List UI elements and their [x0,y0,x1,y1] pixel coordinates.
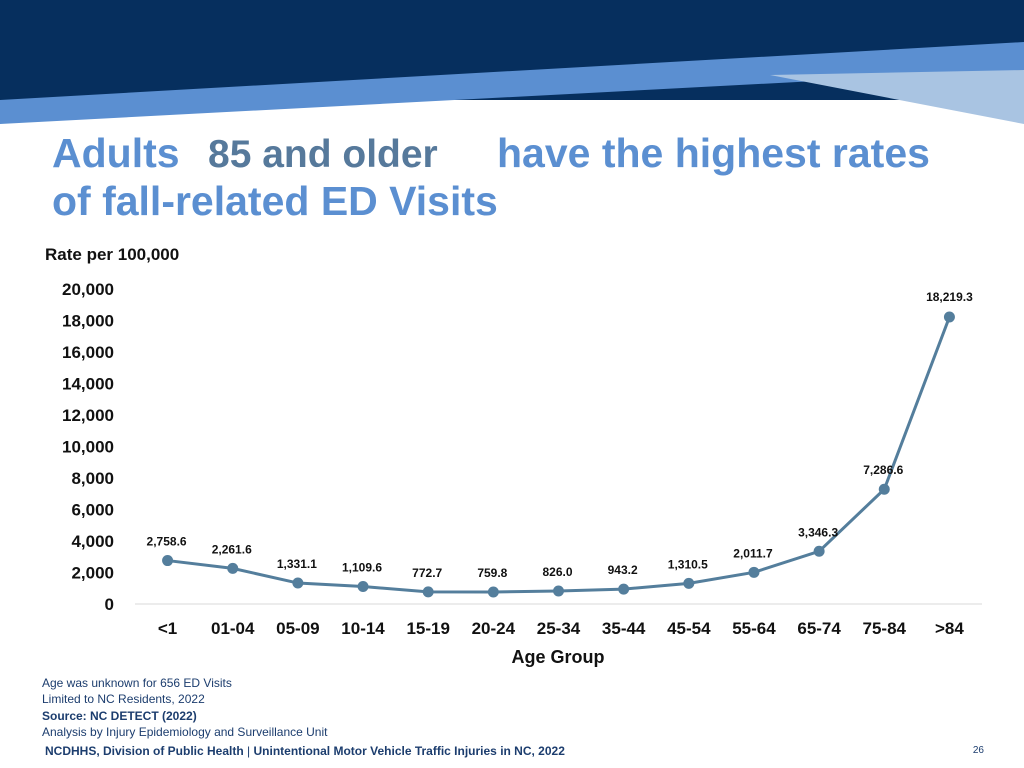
data-label: 18,219.3 [926,290,973,304]
data-point [553,585,564,597]
data-point [813,545,825,557]
data-label: 2,261.6 [212,542,252,556]
note-unknown-age: Age was unknown for 656 ED Visits [42,676,232,690]
x-axis-ticks: <1 01-04 05-09 10-14 15-19 20-24 25-34 35-44 45-… [158,619,965,638]
x-axis-title: Age Group [512,647,605,667]
y-axis-title: Rate per 100,000 [45,245,179,264]
line-chart: Rate per 100,000 0 2,000 4,000 6,000 8,000 10… [45,245,982,667]
data-label: 826.0 [542,565,572,579]
x-tick-label: 65-74 [797,619,841,638]
x-tick-label: 05-09 [276,619,319,638]
x-tick-label: 10-14 [341,619,385,638]
data-point [487,586,499,598]
x-tick-label: 75-84 [863,619,907,638]
banner-mid-stripe [0,42,1024,124]
footer-title: Unintentional Motor Vehicle Traffic Inju… [253,744,565,758]
x-tick-label: 55-64 [732,619,776,638]
y-tick-label: 2,000 [71,564,114,583]
data-label: 943.2 [608,563,638,577]
note-limited-residents: Limited to NC Residents, 2022 [42,692,205,706]
data-point [878,483,890,495]
note-analysis: Analysis by Injury Epidemiology and Surv… [42,725,328,739]
x-tick-label: 20-24 [472,619,516,638]
y-tick-label: 10,000 [62,438,114,457]
data-labels: 2,758.6 2,261.6 1,331.1 1,109.6 772.7 759.8 82… [147,290,974,580]
y-tick-label: 0 [105,595,114,614]
data-label: 2,011.7 [733,546,773,560]
y-axis-ticks: 0 2,000 4,000 6,000 8,000 10,000 12,000 14,000 1… [62,280,114,614]
x-tick-label: <1 [158,619,177,638]
y-tick-label: 12,000 [62,406,114,425]
x-tick-label: 01-04 [211,619,255,638]
data-label: 772.7 [412,566,442,580]
y-tick-label: 16,000 [62,343,114,362]
data-point [292,577,304,589]
data-label: 1,331.1 [277,557,317,571]
x-tick-label: 35-44 [602,619,646,638]
data-point [683,577,695,589]
slide-title-part2: have the highest rates [497,130,930,176]
data-point [748,566,760,578]
page-number: 26 [972,745,984,756]
data-point [618,583,630,595]
slide-title-line2: of fall-related ED Visits [52,178,498,224]
data-label: 1,310.5 [668,557,708,571]
x-tick-label: 25-34 [537,619,581,638]
y-tick-label: 18,000 [62,312,114,331]
banner-light-stripe [770,70,1024,124]
data-point [422,586,434,598]
series-line [167,316,951,594]
y-tick-label: 14,000 [62,375,114,394]
y-tick-label: 8,000 [71,469,114,488]
y-tick-label: 6,000 [71,501,114,520]
y-tick-label: 20,000 [62,280,114,299]
data-label: 7,286.6 [863,463,903,477]
data-label: 1,109.6 [342,561,382,575]
data-label: 759.8 [477,566,507,580]
note-source: Source: NC DETECT (2022) [42,709,197,723]
footer-org: NCDHHS, Division of Public Health [45,744,244,758]
data-point [162,555,174,567]
data-point [943,311,955,323]
x-tick-label: >84 [935,619,964,638]
slide-title-part1: Adults [52,130,180,176]
data-point [227,562,239,574]
x-tick-label: 45-54 [667,619,711,638]
data-label: 2,758.6 [147,535,187,549]
data-points [162,311,955,598]
y-tick-label: 4,000 [71,532,114,551]
slide-title-highlight: 85 and older [208,133,438,176]
data-point [357,581,369,593]
x-tick-label: 15-19 [406,619,449,638]
footer: NCDHHS, Division of Public Health | Unin… [45,744,565,758]
footer-separator: | [243,744,254,758]
header-banner [0,0,1024,124]
data-label: 3,346.3 [798,525,838,539]
